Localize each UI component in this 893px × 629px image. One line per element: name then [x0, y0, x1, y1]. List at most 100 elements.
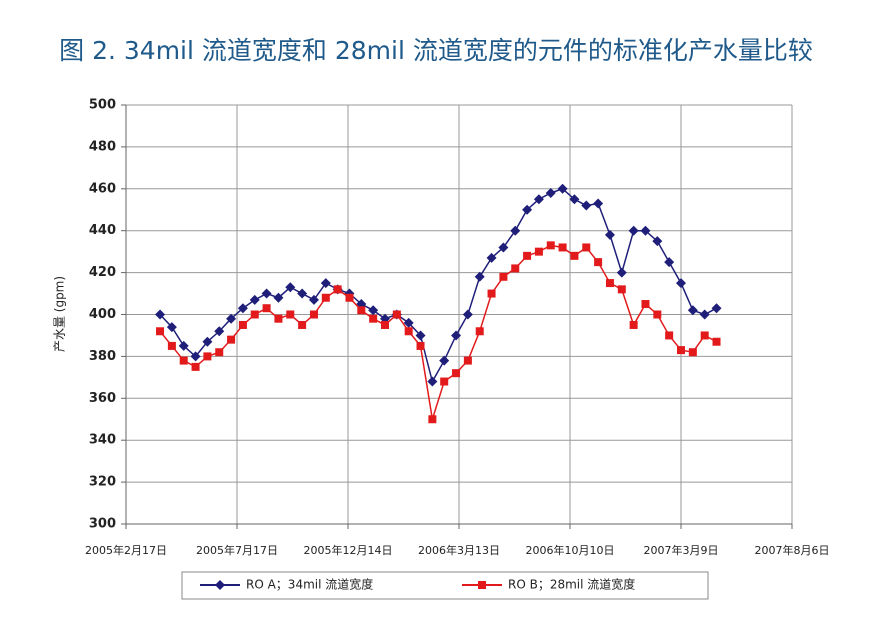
marker — [486, 252, 497, 263]
marker — [309, 310, 318, 319]
marker — [308, 294, 319, 305]
marker — [533, 194, 544, 205]
marker — [237, 303, 248, 314]
x-tick-label: 2006年3月13日 — [418, 543, 500, 557]
marker — [664, 257, 675, 268]
marker — [321, 293, 330, 302]
marker — [403, 317, 414, 328]
marker — [557, 183, 568, 194]
marker — [404, 327, 413, 336]
marker — [155, 309, 166, 320]
marker — [653, 310, 662, 319]
marker — [712, 337, 721, 346]
marker — [545, 187, 556, 198]
marker — [297, 288, 308, 299]
marker — [167, 341, 176, 350]
marker — [522, 204, 533, 215]
legend-marker — [478, 581, 486, 589]
marker — [285, 282, 296, 293]
marker — [392, 310, 401, 319]
marker — [676, 278, 686, 289]
marker — [475, 327, 484, 336]
marker — [262, 304, 271, 313]
marker — [499, 272, 508, 281]
marker — [629, 320, 638, 329]
legend-label: RO B；28mil 流道宽度 — [508, 577, 635, 592]
x-tick-label: 2007年8月6日 — [755, 543, 830, 557]
marker — [452, 369, 461, 378]
marker — [628, 225, 639, 236]
marker — [320, 278, 331, 289]
y-tick-label: 440 — [89, 223, 116, 238]
x-tick-label: 2005年2月17日 — [85, 543, 167, 557]
marker — [582, 243, 591, 252]
marker — [238, 320, 247, 329]
marker — [498, 242, 509, 253]
y-tick-label: 480 — [89, 139, 116, 154]
marker — [605, 279, 614, 288]
marker — [227, 335, 236, 344]
marker — [274, 314, 283, 323]
y-tick-label: 380 — [89, 349, 116, 364]
marker — [357, 306, 366, 315]
marker — [700, 331, 709, 340]
marker — [652, 236, 663, 247]
y-tick-label: 500 — [89, 98, 116, 113]
marker — [439, 355, 450, 366]
marker — [226, 313, 237, 324]
marker — [381, 320, 389, 329]
marker — [369, 314, 378, 323]
marker — [451, 330, 462, 341]
legend-box — [181, 571, 709, 600]
marker — [523, 251, 532, 260]
marker — [546, 241, 555, 250]
marker — [250, 310, 259, 319]
marker — [416, 341, 425, 350]
marker — [440, 377, 449, 386]
marker — [594, 258, 603, 267]
marker — [604, 229, 615, 240]
y-tick-label: 420 — [89, 265, 116, 280]
marker — [415, 330, 426, 341]
marker — [570, 251, 579, 260]
marker — [190, 351, 201, 362]
x-tick-label: 2005年12月14日 — [304, 543, 393, 557]
marker — [699, 309, 710, 320]
marker — [249, 294, 260, 305]
x-tick-label: 2007年3月9日 — [644, 543, 719, 557]
marker — [569, 194, 580, 205]
marker — [688, 348, 697, 357]
marker — [428, 415, 437, 424]
marker — [427, 376, 438, 387]
marker — [298, 320, 307, 329]
marker — [511, 264, 520, 273]
legend-label: RO A；34mil 流道宽度 — [246, 577, 373, 592]
marker — [617, 285, 626, 294]
y-tick-label: 320 — [89, 475, 116, 490]
marker — [593, 198, 604, 209]
marker — [202, 336, 213, 347]
marker — [510, 225, 521, 236]
y-tick-label: 360 — [89, 391, 116, 406]
marker — [677, 346, 685, 355]
marker — [368, 305, 379, 316]
marker — [214, 326, 225, 337]
y-tick-label: 400 — [89, 307, 116, 322]
marker — [345, 293, 354, 302]
marker — [166, 322, 177, 333]
marker — [203, 352, 212, 361]
marker — [273, 292, 284, 303]
marker — [191, 362, 200, 371]
marker — [156, 327, 165, 336]
series-line — [159, 187, 717, 384]
y-axis-label: 产水量 (gpm) — [53, 276, 67, 352]
marker — [179, 356, 188, 365]
marker — [581, 200, 592, 211]
x-tick-label: 2005年7月17日 — [196, 543, 278, 557]
marker — [711, 303, 722, 314]
marker — [333, 285, 342, 294]
marker — [178, 340, 189, 351]
y-tick-label: 340 — [89, 433, 116, 448]
y-tick-label: 300 — [89, 517, 116, 532]
